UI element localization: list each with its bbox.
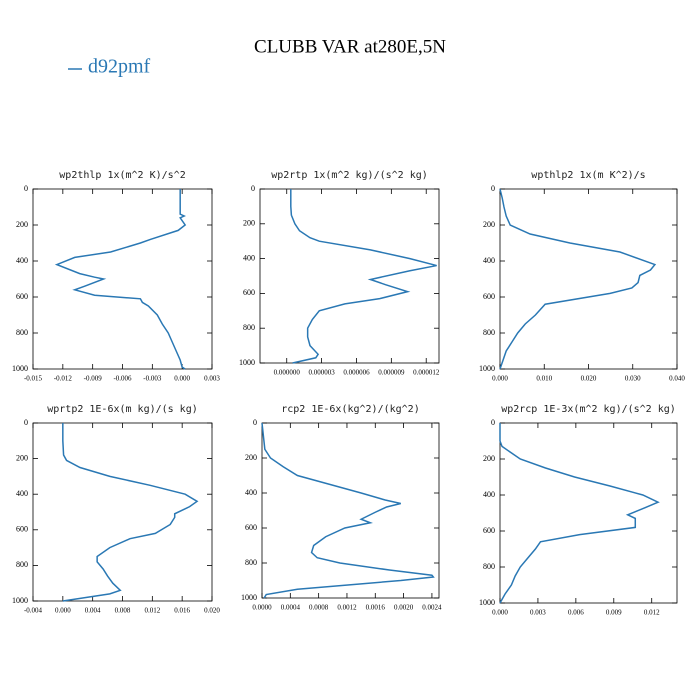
y-tick-label: 200: [16, 220, 28, 229]
y-tick-label: 800: [243, 323, 255, 332]
x-tick-label: 0.003: [530, 609, 546, 617]
x-tick-label: 0.000000: [274, 369, 301, 377]
profile-line: [290, 189, 437, 364]
y-tick-label: 0: [24, 418, 28, 427]
y-tick-label: 800: [245, 558, 257, 567]
profile-line: [261, 422, 435, 599]
x-tick-label: -0.015: [24, 375, 43, 383]
x-tick-label: 0.000: [174, 375, 190, 383]
x-tick-label: 0.020: [204, 607, 220, 615]
profile-line: [499, 423, 660, 604]
y-tick-label: 600: [483, 292, 495, 301]
x-tick-label: 0.020: [581, 375, 597, 383]
x-tick-label: -0.003: [143, 375, 162, 383]
y-tick-label: 600: [16, 525, 28, 534]
y-tick-label: 1000: [479, 598, 495, 607]
y-tick-label: 200: [243, 219, 255, 228]
panel-title: wp2thlp 1x(m^2 K)/s^2: [59, 170, 185, 181]
x-tick-label: 0.016: [174, 607, 190, 615]
x-tick-label: -0.006: [113, 375, 132, 383]
y-tick-label: 0: [251, 184, 255, 193]
y-tick-label: 1000: [479, 364, 495, 373]
panel-title: rcp2 1E-6x(kg^2)/(kg^2): [281, 404, 419, 415]
x-tick-label: 0.040: [669, 375, 685, 383]
profile-line: [499, 188, 657, 370]
y-tick-label: 600: [245, 523, 257, 532]
y-tick-label: 800: [483, 328, 495, 337]
y-tick-label: 600: [243, 288, 255, 297]
y-tick-label: 400: [245, 488, 257, 497]
y-tick-label: 200: [483, 454, 495, 463]
plot-frame: [32, 422, 213, 602]
y-tick-label: 600: [483, 526, 495, 535]
x-tick-label: 0.000006: [343, 369, 370, 377]
y-tick-label: 800: [16, 560, 28, 569]
x-tick-label: 0.006: [568, 609, 584, 617]
y-tick-label: 1000: [239, 358, 255, 367]
x-tick-label: 0.012: [144, 607, 160, 615]
y-tick-label: 400: [16, 256, 28, 265]
y-tick-label: 200: [16, 453, 28, 462]
x-tick-label: 0.0012: [337, 604, 357, 612]
x-tick-label: 0.000009: [378, 369, 405, 377]
y-tick-label: 200: [245, 453, 257, 462]
x-tick-label: 0.000012: [413, 369, 440, 377]
y-tick-label: 200: [483, 220, 495, 229]
panel-title: wp2rcp 1E-3x(m^2 kg)/(s^2 kg): [501, 404, 676, 415]
legend-label: d92pmf: [88, 56, 151, 78]
plot-frame: [259, 188, 440, 364]
y-tick-label: 800: [16, 328, 28, 337]
x-tick-label: 0.0024: [422, 604, 442, 612]
y-tick-label: 0: [491, 418, 495, 427]
x-tick-label: 0.000: [55, 607, 71, 615]
x-tick-label: 0.000003: [308, 369, 335, 377]
x-tick-label: 0.0000: [252, 604, 272, 612]
y-tick-label: 800: [483, 562, 495, 571]
plot-frame: [499, 188, 678, 370]
plot-frame: [499, 422, 678, 604]
y-tick-label: 1000: [241, 593, 257, 602]
plot-frame: [261, 422, 440, 599]
x-tick-label: -0.009: [84, 375, 103, 383]
x-tick-label: 0.012: [644, 609, 660, 617]
x-tick-label: 0.004: [85, 607, 101, 615]
x-tick-label: -0.004: [24, 607, 43, 615]
y-tick-label: 1000: [12, 596, 28, 605]
panel-title: wprtp2 1E-6x(m kg)/(s kg): [47, 404, 198, 415]
panel-title: wpthlp2 1x(m K^2)/s: [531, 170, 645, 181]
x-tick-label: 0.010: [536, 375, 552, 383]
x-tick-label: 0.000: [492, 375, 508, 383]
x-tick-label: 0.030: [625, 375, 641, 383]
figure-title: CLUBB VAR at280E,5N: [254, 36, 446, 57]
profile-line: [62, 423, 199, 602]
x-tick-label: 0.003: [204, 375, 220, 383]
x-tick-label: 0.0008: [309, 604, 329, 612]
x-tick-label: 0.008: [115, 607, 131, 615]
y-tick-label: 1000: [12, 364, 28, 373]
y-tick-label: 0: [253, 418, 257, 427]
profile-line: [54, 189, 187, 370]
y-tick-label: 0: [24, 184, 28, 193]
x-tick-label: 0.0020: [394, 604, 414, 612]
y-tick-label: 400: [243, 253, 255, 262]
panel-title: wp2rtp 1x(m^2 kg)/(s^2 kg): [271, 170, 428, 181]
x-tick-label: 0.009: [606, 609, 622, 617]
x-tick-label: 0.0004: [281, 604, 301, 612]
x-tick-label: 0.0016: [366, 604, 386, 612]
y-tick-label: 0: [491, 184, 495, 193]
x-tick-label: -0.012: [54, 375, 73, 383]
y-tick-label: 600: [16, 292, 28, 301]
y-tick-label: 400: [483, 490, 495, 499]
y-tick-label: 400: [16, 489, 28, 498]
y-tick-label: 400: [483, 256, 495, 265]
x-tick-label: 0.000: [492, 609, 508, 617]
